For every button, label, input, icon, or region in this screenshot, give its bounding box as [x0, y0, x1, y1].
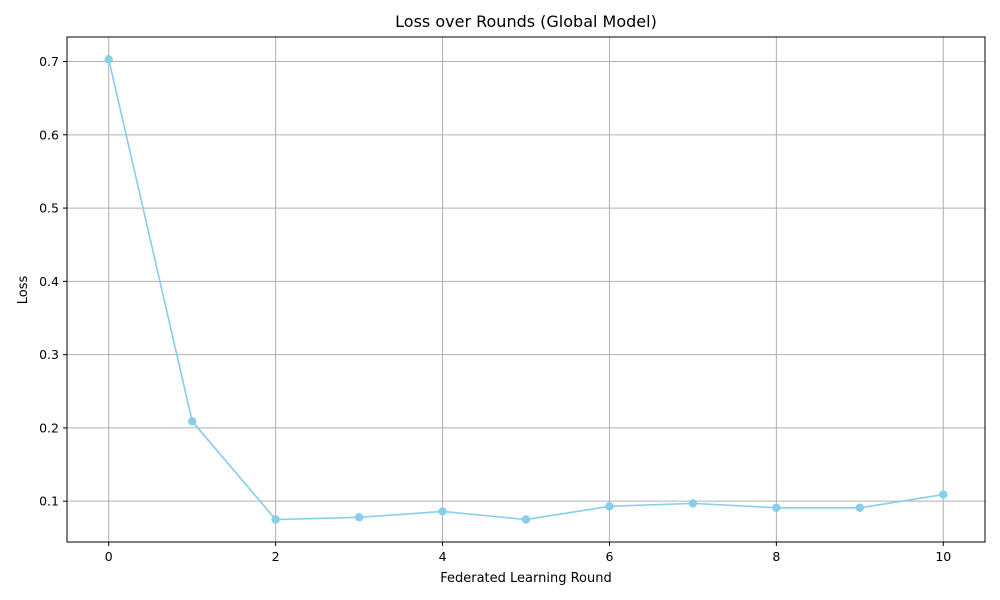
series-layer	[104, 55, 948, 524]
x-tick-label: 10	[935, 549, 951, 564]
x-tick-label: 0	[105, 549, 113, 564]
x-tick-label: 6	[605, 549, 613, 564]
y-tick-label: 0.2	[39, 420, 59, 435]
y-axis: 0.1 0.2 0.3 0.4 0.5 0.6 0.7	[39, 54, 67, 509]
y-axis-label: Loss	[16, 276, 31, 305]
y-tick-label: 0.5	[39, 201, 59, 216]
data-point	[855, 503, 865, 512]
y-tick-label: 0.1	[39, 494, 59, 509]
data-point	[354, 513, 364, 522]
chart-title: Loss over Rounds (Global Model)	[395, 12, 657, 31]
x-axis: 0 2 4 6 8 10	[105, 542, 951, 564]
data-point	[772, 503, 781, 512]
x-axis-label: Federated Learning Round	[440, 571, 612, 586]
data-point	[187, 417, 197, 426]
y-tick-label: 0.6	[39, 127, 59, 142]
x-tick-label: 4	[439, 549, 447, 564]
plot-frame	[66, 36, 986, 543]
grid	[67, 37, 985, 542]
data-point	[271, 515, 280, 524]
data-point	[521, 515, 531, 524]
x-tick-label: 8	[772, 549, 780, 564]
y-tick-label: 0.7	[39, 54, 59, 69]
x-tick-label: 2	[272, 549, 280, 564]
data-point	[438, 507, 447, 516]
data-point	[939, 490, 948, 499]
data-point	[104, 55, 113, 64]
y-tick-label: 0.4	[39, 274, 59, 289]
series-line	[107, 59, 944, 521]
data-point	[605, 502, 614, 511]
y-tick-label: 0.3	[39, 347, 59, 362]
data-point	[688, 499, 698, 508]
